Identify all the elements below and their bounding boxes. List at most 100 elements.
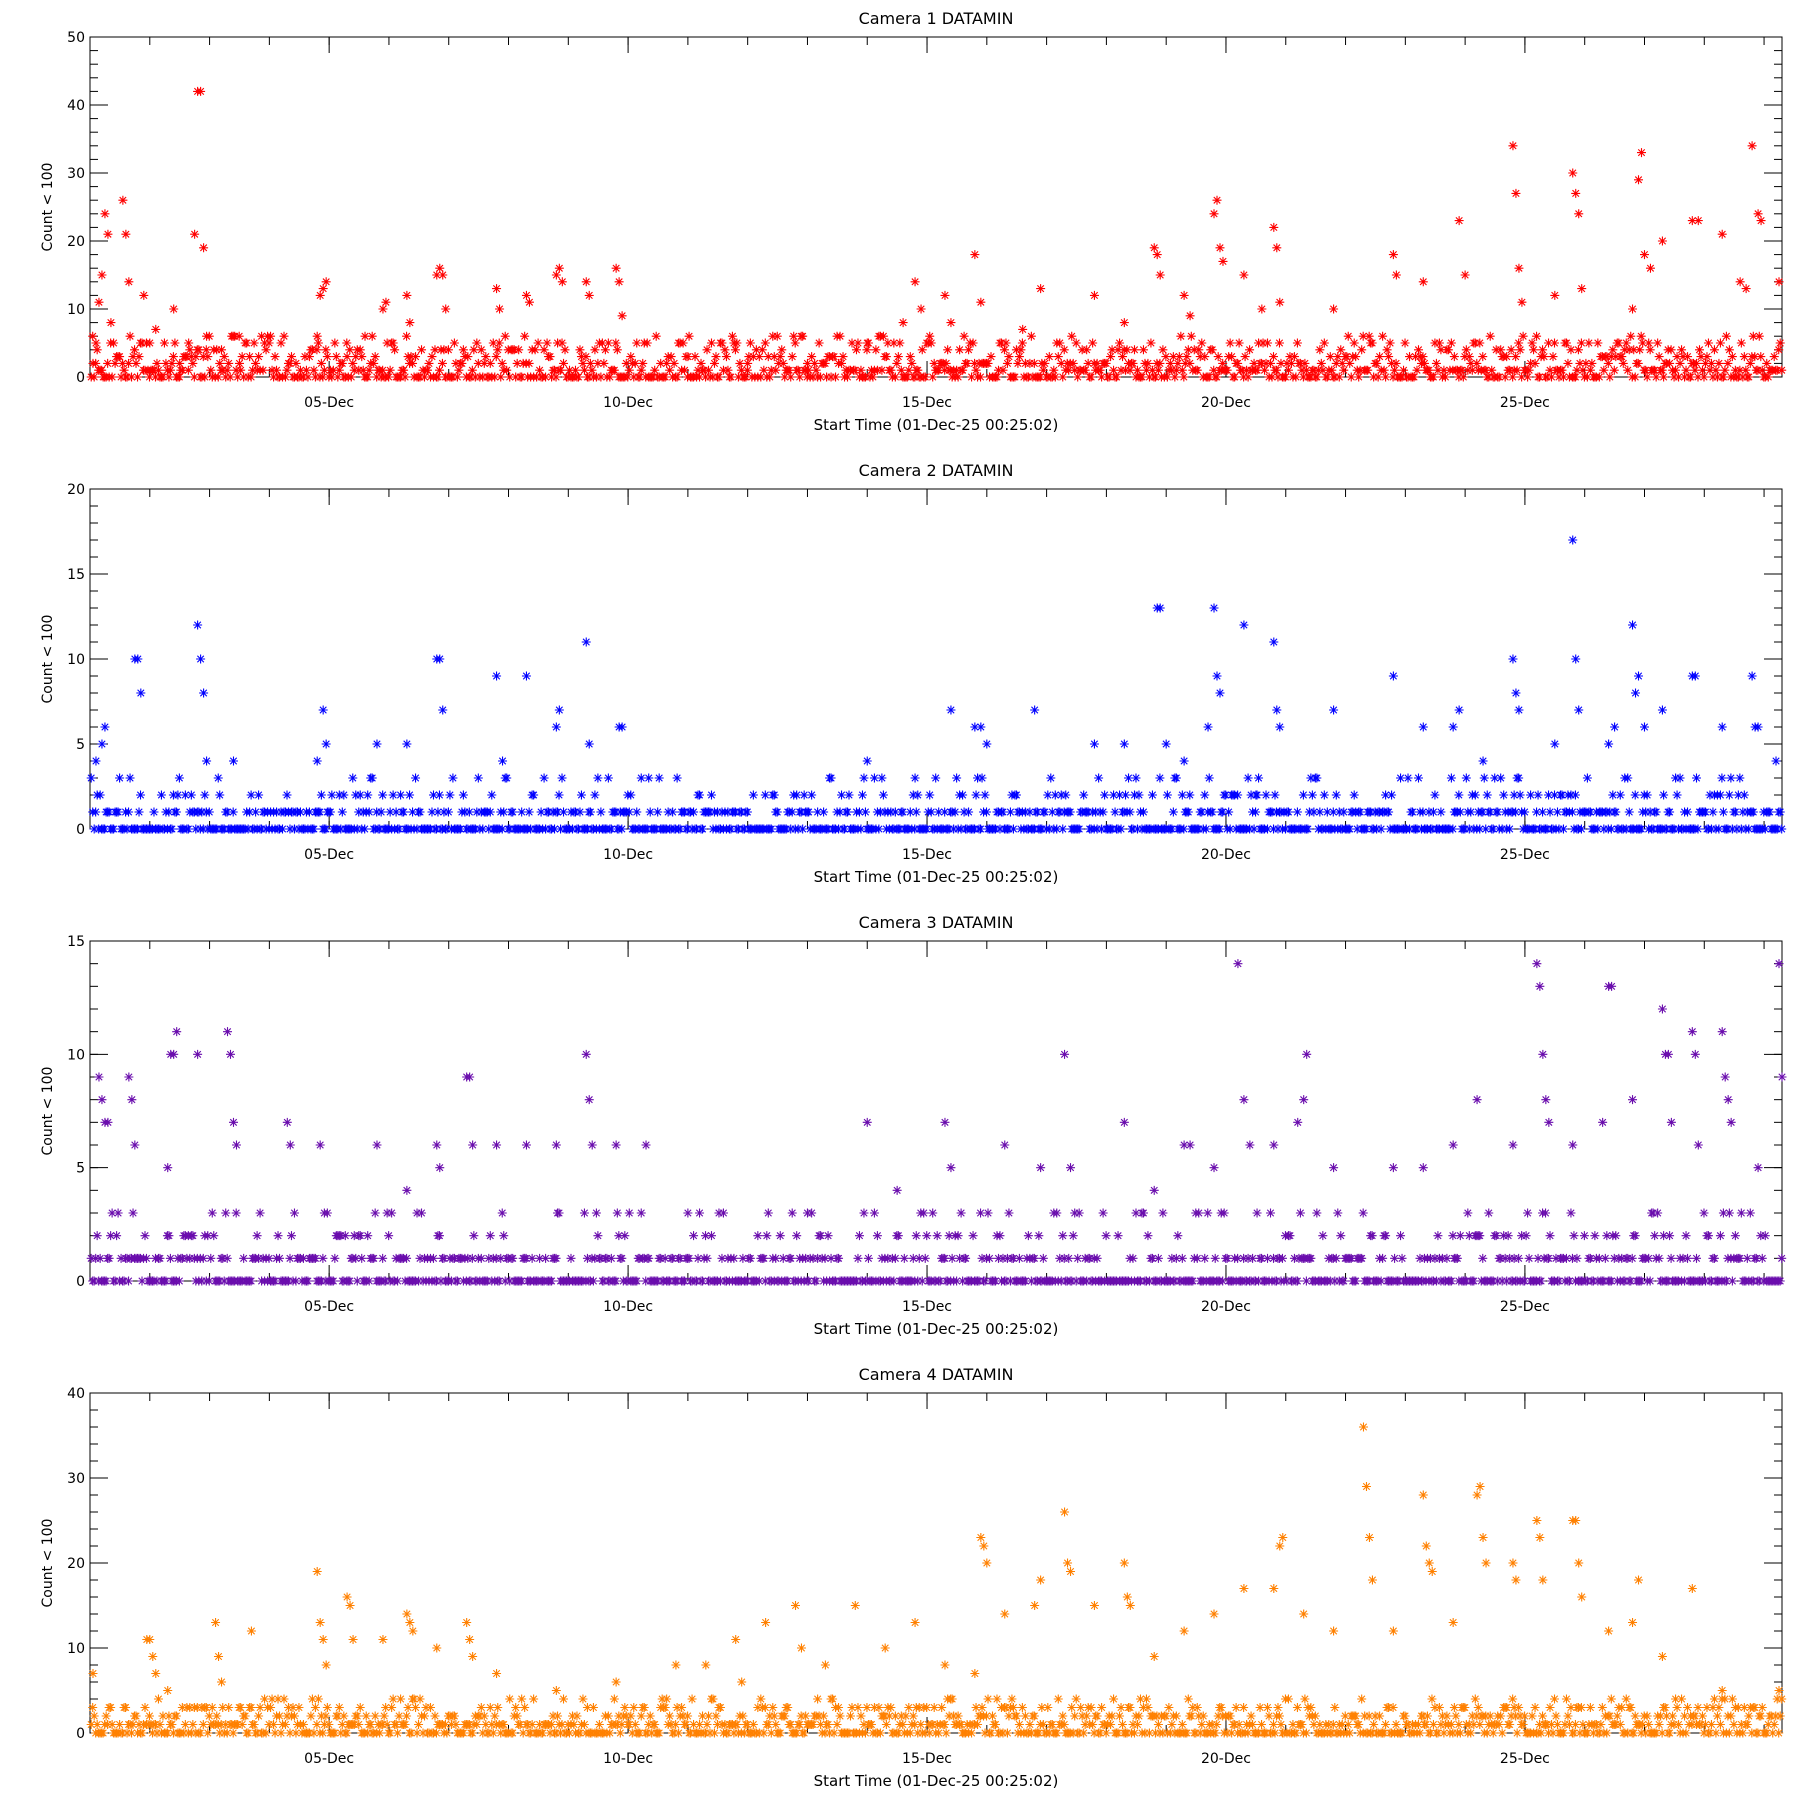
data-point-baseline [502, 773, 512, 783]
data-point [1388, 671, 1398, 681]
data-point-baseline [1067, 1703, 1077, 1712]
data-point-baseline [1020, 1711, 1030, 1721]
data-point-baseline [1134, 1711, 1144, 1721]
data-point [495, 304, 505, 314]
data-point-baseline [801, 1711, 811, 1721]
data-point-baseline [327, 790, 337, 800]
data-point-baseline [131, 1711, 141, 1721]
data-point [199, 688, 209, 698]
data-point-baseline [1125, 365, 1135, 375]
data-point-baseline [1466, 807, 1476, 817]
data-point-baseline [1736, 1208, 1746, 1218]
y-tick-label: 30 [67, 166, 85, 182]
data-point-baseline [775, 1231, 785, 1241]
data-point-baseline [257, 331, 267, 341]
data-point-baseline [606, 1253, 616, 1263]
data-point [342, 352, 352, 362]
data-point-baseline [863, 1253, 873, 1263]
data-point-baseline [1633, 358, 1643, 368]
data-point-baseline [748, 352, 758, 362]
data-point-baseline [1098, 1208, 1108, 1218]
data-point-baseline [301, 365, 311, 375]
data-point-baseline [239, 1253, 249, 1263]
data-point-baseline [1146, 338, 1156, 348]
data-point-baseline [281, 1720, 291, 1729]
data-point-baseline [1333, 352, 1343, 362]
data-point-baseline [1538, 807, 1548, 817]
data-point-baseline [376, 807, 386, 817]
data-point-baseline [672, 372, 682, 382]
data-point [1149, 1185, 1159, 1195]
data-point [892, 1185, 902, 1195]
data-point-baseline [1730, 1231, 1740, 1241]
data-point-baseline [695, 1720, 705, 1729]
data-point-baseline [726, 824, 736, 834]
data-point-baseline [623, 372, 633, 382]
data-point-baseline [1711, 365, 1721, 375]
data-point-baseline [1724, 345, 1734, 355]
data-point [1717, 229, 1727, 239]
data-point-baseline [351, 352, 361, 362]
data-point-baseline [1118, 1720, 1128, 1729]
data-point-baseline [1457, 365, 1467, 375]
data-point-baseline [316, 358, 326, 368]
data-point [1152, 250, 1162, 260]
data-point [1693, 1140, 1703, 1150]
data-point-baseline [1276, 358, 1286, 368]
data-point [1036, 284, 1046, 294]
data-point-baseline [926, 807, 936, 817]
data-point-baseline [328, 365, 338, 375]
data-point-baseline [529, 1694, 539, 1704]
data-point-baseline [170, 338, 180, 348]
data-point-baseline [1714, 358, 1724, 368]
data-point [1478, 756, 1488, 766]
data-point-baseline [1726, 773, 1736, 783]
data-point-baseline [968, 338, 978, 348]
data-point-baseline [408, 358, 418, 368]
data-point-baseline [479, 358, 489, 368]
data-point-baseline [354, 1720, 364, 1729]
data-point-baseline [1609, 365, 1619, 375]
data-point-baseline [1479, 773, 1489, 783]
data-point [1233, 959, 1243, 969]
data-point-baseline [106, 1231, 116, 1241]
data-point-baseline [778, 1253, 788, 1263]
data-point-baseline [804, 365, 814, 375]
data-point-baseline [928, 1208, 938, 1218]
data-point-baseline [990, 1276, 1000, 1286]
data-point-baseline [128, 1208, 138, 1218]
data-point [151, 324, 161, 334]
data-point-baseline [439, 1253, 449, 1263]
data-point [231, 1140, 241, 1150]
data-point-baseline [1074, 824, 1084, 834]
data-point-baseline [835, 1711, 845, 1721]
data-point-baseline [399, 365, 409, 375]
data-point-baseline [1642, 790, 1652, 800]
data-point-baseline [524, 358, 534, 368]
data-point-baseline [1514, 338, 1524, 348]
data-point-baseline [1372, 358, 1382, 368]
data-point-baseline [497, 1208, 507, 1218]
data-point-baseline [1082, 345, 1092, 355]
data-point-baseline [929, 1703, 939, 1712]
data-point-baseline [1496, 345, 1506, 355]
data-point [946, 705, 956, 715]
data-point-baseline [1721, 1276, 1731, 1286]
data-point-baseline [615, 1728, 625, 1738]
data-point-baseline [1004, 1711, 1014, 1721]
data-point-baseline [236, 1703, 246, 1712]
data-point-baseline [140, 1231, 150, 1241]
data-point [136, 688, 146, 698]
data-point-baseline [1629, 345, 1639, 355]
data-point-baseline [775, 352, 785, 362]
data-point-baseline [1751, 1253, 1761, 1263]
data-point-baseline [168, 352, 178, 362]
data-point-baseline [759, 1728, 769, 1738]
data-point-baseline [1357, 1253, 1367, 1263]
data-point-baseline [680, 1276, 690, 1286]
data-point-baseline [520, 331, 530, 341]
data-point-baseline [980, 790, 990, 800]
data-point-baseline [599, 358, 609, 368]
